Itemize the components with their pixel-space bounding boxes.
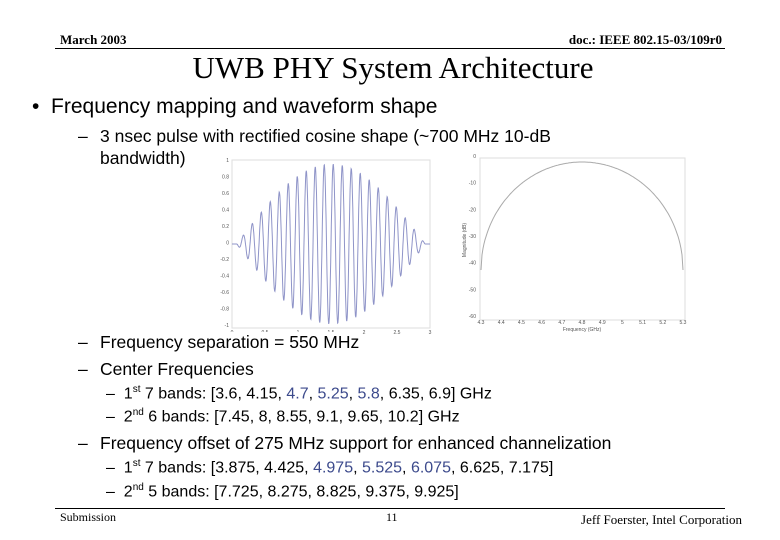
waveform-curve <box>232 163 430 325</box>
dash: – <box>78 332 88 352</box>
x-tick-label: 5.3 <box>680 320 687 326</box>
y-tick-label: -40 <box>469 261 476 267</box>
x-tick-label: 4.4 <box>498 320 505 326</box>
y-tick-label: -10 <box>469 181 476 187</box>
spectrum-ylabel: Magnitude (dB) <box>462 223 468 258</box>
x-tick-label: 5 <box>621 320 624 326</box>
highlight: 4.7 <box>286 385 309 403</box>
highlight: 5.525 <box>362 459 403 477</box>
x-tick-label: 5.2 <box>659 320 666 326</box>
ordinal-suffix: st <box>132 458 141 469</box>
offset: Frequency offset of 275 MHz support for … <box>100 433 612 453</box>
ordinal: 1 <box>123 385 133 403</box>
ordinal-suffix: nd <box>132 482 144 493</box>
y-tick-label: 1 <box>226 158 229 164</box>
y-tick-label: -60 <box>469 314 476 320</box>
text: , <box>348 385 358 403</box>
spectrum-curve <box>480 161 684 271</box>
x-tick-label: 4.8 <box>579 320 586 326</box>
text: , 6.35, 6.9] GHz <box>379 385 492 403</box>
separation: Frequency separation = 550 MHz <box>100 332 360 353</box>
x-tick-label: 2.5 <box>394 330 401 336</box>
ordinal-suffix: nd <box>132 407 144 418</box>
dash: – <box>78 433 88 453</box>
slide-title: UWB PHY System Architecture <box>192 50 594 85</box>
band-line: – 2nd 5 bands: [7.725, 8.275, 8.825, 9.3… <box>106 482 459 501</box>
highlight: 5.8 <box>357 385 380 403</box>
ordinal: 2 <box>123 408 133 426</box>
x-tick-label: 5.1 <box>639 320 646 326</box>
y-tick-label: 0.4 <box>222 208 229 214</box>
y-tick-label: 0 <box>473 154 476 160</box>
y-tick-label: -50 <box>469 287 476 293</box>
page-number: 11 <box>386 510 398 524</box>
band-line: – 2nd 6 bands: [7.45, 8, 8.55, 9.1, 9.65… <box>106 407 460 426</box>
center: Center Frequencies <box>100 359 254 379</box>
x-tick-label: 4.5 <box>518 320 525 326</box>
header-date: March 2003 <box>60 32 127 47</box>
spectrum-frame <box>479 157 686 321</box>
x-tick-label: 4.9 <box>599 320 606 326</box>
highlight: 5.25 <box>317 385 349 403</box>
ordinal: 2 <box>123 483 133 501</box>
text: , <box>308 385 318 403</box>
dash: – <box>78 126 88 146</box>
text: 7 bands: [3.6, 4.15, <box>140 385 287 403</box>
y-tick-label: -30 <box>469 234 476 240</box>
footer-rule <box>55 508 725 509</box>
y-tick-label: 0.8 <box>222 175 229 181</box>
header-doc: doc.: IEEE 802.15-03/109r0 <box>568 32 722 47</box>
bullet-text: Frequency mapping and waveform shape <box>51 95 438 118</box>
text: 6 bands: [7.45, 8, 8.55, 9.1, 9.65, 10.2… <box>143 408 460 426</box>
text: , 6.625, 7.175] <box>450 459 554 477</box>
y-tick-label: 0.6 <box>222 191 229 197</box>
x-tick-label: 4.7 <box>558 320 565 326</box>
band-line: – 1st 7 bands: [3.875, 4.425, 4.975, 5.5… <box>106 458 554 477</box>
highlight: 6.075 <box>410 459 451 477</box>
y-tick-label: 0.2 <box>222 224 229 230</box>
ordinal: 1 <box>123 459 133 477</box>
text: , <box>353 459 362 477</box>
highlight: 4.975 <box>313 459 354 477</box>
x-tick-label: 4.6 <box>538 320 545 326</box>
text: 5 bands: [7.725, 8.275, 8.825, 9.375, 9.… <box>143 483 459 501</box>
footer-left: Submission <box>60 510 117 524</box>
pulse-line: 3 nsec pulse with rectified cosine shape… <box>100 126 551 146</box>
spacer <box>480 158 490 165</box>
y-tick-label: -0.8 <box>220 307 229 313</box>
dash: – <box>78 359 88 379</box>
text: 7 bands: [3.875, 4.425, <box>140 459 314 477</box>
header-rule <box>55 48 725 49</box>
x-tick-label: 3 <box>429 330 432 336</box>
band-line: – 1st 7 bands: [3.6, 4.15, 4.7, 5.25, 5.… <box>106 384 492 403</box>
x-tick-label: 2 <box>363 330 366 336</box>
y-tick-label: 0 <box>226 241 229 247</box>
y-tick-label: -0.6 <box>220 290 229 296</box>
y-tick-label: -0.4 <box>220 274 229 280</box>
footer-right: Jeff Foerster, Intel Corporation <box>581 512 742 527</box>
bullet: • Frequency mapping and waveform shape <box>32 95 438 118</box>
y-tick-label: -0.2 <box>220 257 229 263</box>
y-tick-label: -20 <box>469 207 476 213</box>
text: , <box>402 459 411 477</box>
spectrum-xlabel: Frequency (GHz) <box>563 327 602 333</box>
x-tick-label: 4.3 <box>478 320 485 326</box>
pulse-line: bandwidth) <box>100 148 186 168</box>
ordinal-suffix: st <box>132 384 141 395</box>
y-tick-label: -1 <box>225 323 230 329</box>
